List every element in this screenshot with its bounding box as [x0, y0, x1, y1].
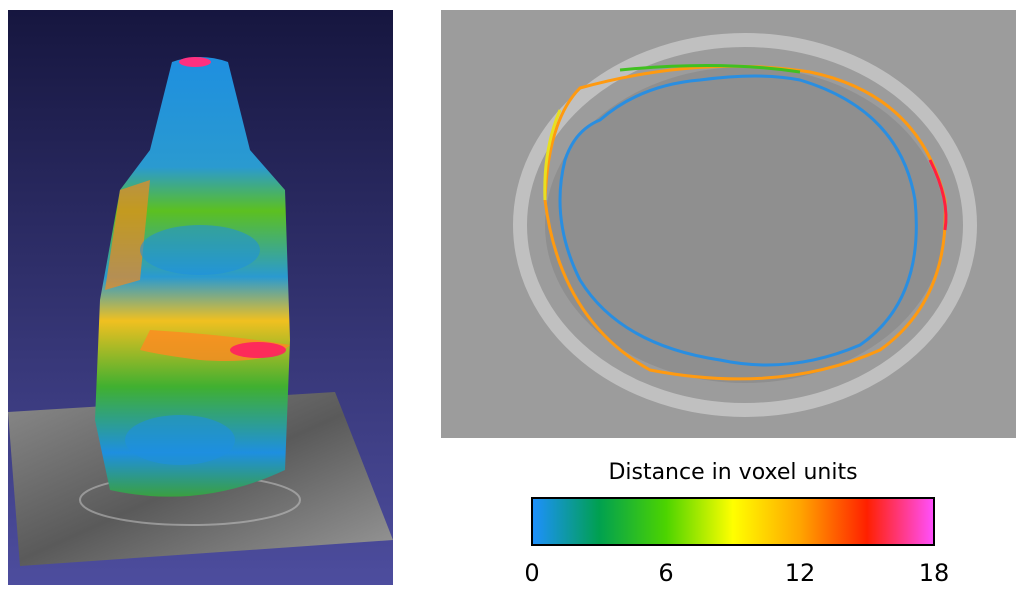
colorbar-tick-label: 0 — [524, 559, 539, 587]
slice-image — [441, 10, 1016, 438]
colorbar — [532, 498, 934, 545]
colorbar-tick-label: 18 — [919, 559, 950, 587]
colorbar-tick-label: 6 — [658, 559, 673, 587]
surface-render — [8, 10, 393, 585]
figure: Distance in voxel units 0 6 12 18 — [0, 0, 1016, 589]
colorbar-tick-label: 12 — [785, 559, 816, 587]
colorbar-label: Distance in voxel units — [608, 460, 857, 485]
